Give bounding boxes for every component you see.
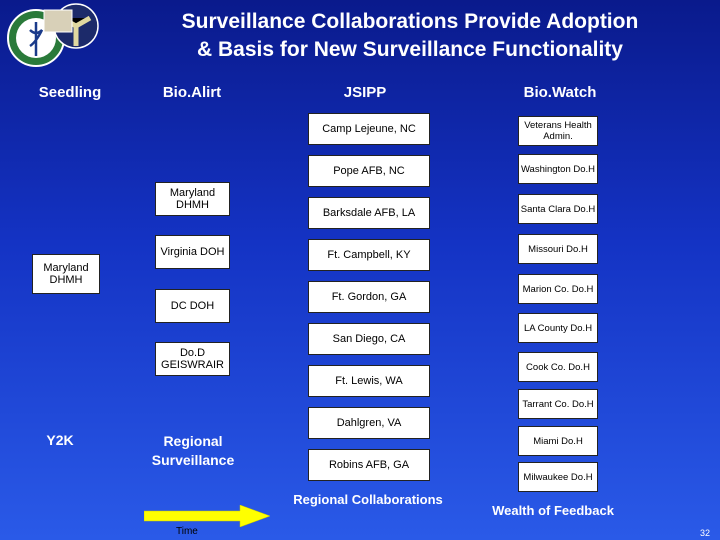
jsipp-box: Ft. Campbell, KY — [308, 239, 430, 271]
biowatch-box: Washington Do.H — [518, 154, 598, 184]
biowatch-box: Milwaukee Do.H — [518, 462, 598, 492]
regional-collaborations-label: Regional Collaborations — [293, 492, 443, 507]
time-label: Time — [176, 526, 198, 537]
title-line-1: Surveillance Collaborations Provide Adop… — [181, 10, 639, 33]
jsipp-box: Ft. Gordon, GA — [308, 281, 430, 313]
jsipp-box: Dahlgren, VA — [308, 407, 430, 439]
jsipp-box: Robins AFB, GA — [308, 449, 430, 481]
seedling-box-maryland-dhmh: Maryland DHMH — [32, 254, 100, 294]
biowatch-box: LA County Do.H — [518, 313, 598, 343]
jsipp-box: Camp Lejeune, NC — [308, 113, 430, 145]
jsipp-box: Pope AFB, NC — [308, 155, 430, 187]
biowatch-box: Miami Do.H — [518, 426, 598, 456]
column-header-jsipp: JSIPP — [343, 84, 387, 101]
page-title: Surveillance Collaborations Provide Adop… — [110, 8, 710, 64]
jsipp-box: Ft. Lewis, WA — [308, 365, 430, 397]
organization-logo-icon — [7, 3, 99, 67]
biowatch-box: Santa Clara Do.H — [518, 194, 598, 224]
jsipp-box: Barksdale AFB, LA — [308, 197, 430, 229]
biowatch-box: Cook Co. Do.H — [518, 352, 598, 382]
title-line-2: & Basis for New Surveillance Functionali… — [197, 38, 623, 61]
bioalirt-box: Maryland DHMH — [155, 182, 230, 216]
biowatch-box: Marion Co. Do.H — [518, 274, 598, 304]
column-header-bioalirt: Bio.Alirt — [162, 84, 222, 101]
bioalirt-box: Do.D GEISWRAIR — [155, 342, 230, 376]
bioalirt-box: DC DOH — [155, 289, 230, 323]
column-header-biowatch: Bio.Watch — [523, 84, 597, 101]
biowatch-box: Missouri Do.H — [518, 234, 598, 264]
column-header-seedling: Seedling — [38, 84, 102, 101]
time-arrow-icon — [144, 505, 271, 527]
y2k-label: Y2K — [46, 432, 74, 448]
wealth-of-feedback-label: Wealth of Feedback — [492, 503, 614, 518]
jsipp-box: San Diego, CA — [308, 323, 430, 355]
biowatch-box: Veterans Health Admin. — [518, 116, 598, 146]
page-number: 32 — [700, 528, 711, 538]
bioalirt-box: Virginia DOH — [155, 235, 230, 269]
biowatch-box: Tarrant Co. Do.H — [518, 389, 598, 419]
regional-surveillance-label: Regional Surveillance — [151, 433, 235, 468]
